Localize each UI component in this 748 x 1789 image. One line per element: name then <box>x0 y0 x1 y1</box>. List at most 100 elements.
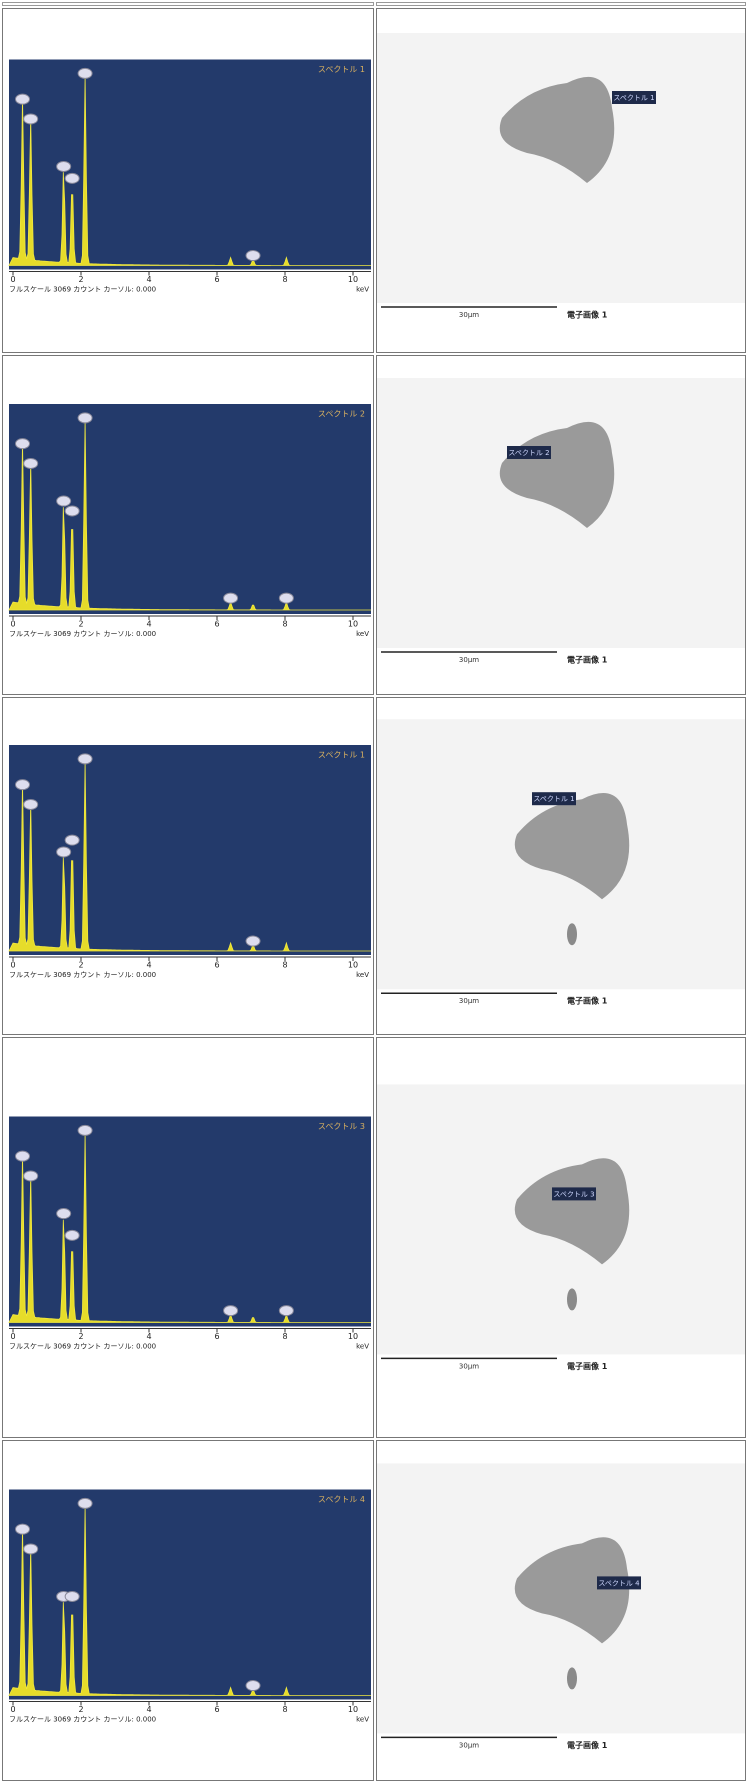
peak-marker <box>23 1543 39 1555</box>
axis-strip <box>9 1699 371 1728</box>
tick-label: 8 <box>282 1705 287 1714</box>
header-cell <box>376 2 746 6</box>
particle <box>514 1158 630 1265</box>
peak-marker <box>64 1229 80 1241</box>
result-row: スペクトル 1 0 2 4 6 8 10 フルスケール 3069 カウント カーソル: 0.0… <box>2 8 746 353</box>
peak-marker <box>77 412 93 424</box>
tick-label: 10 <box>348 620 358 629</box>
spectrum-marker <box>597 1576 641 1590</box>
axis-unit: keV <box>356 286 369 294</box>
particle <box>567 923 577 946</box>
axis-strip <box>9 955 371 983</box>
scale-label: 30μm <box>459 997 479 1005</box>
peak-marker <box>23 113 39 125</box>
peak-marker <box>15 93 31 105</box>
tick-label: 2 <box>78 1332 83 1341</box>
cell: スペクトル 1 0 2 4 6 8 10 フルスケール 3069 カウント カーソル: 0.0… <box>2 8 374 353</box>
peak-marker <box>278 1305 294 1317</box>
tick-label: 10 <box>348 961 358 970</box>
peak-marker <box>15 1523 31 1535</box>
peak-marker <box>15 779 31 791</box>
particle <box>514 1537 630 1644</box>
peak-marker <box>245 250 261 262</box>
spectrum-marker <box>507 446 551 459</box>
header-strip <box>2 2 746 6</box>
peak-marker <box>278 592 294 604</box>
result-row: スペクトル 4 0 2 4 6 8 10 フルスケール 3069 カウント カーソル: 0.0… <box>2 1440 746 1781</box>
spectrum-marker-label: スペクトル 3 <box>553 1190 594 1198</box>
spectrum-trace <box>8 1132 371 1323</box>
result-row: スペクトル 1 0 2 4 6 8 10 フルスケール 3069 カウント カーソル: 0.0… <box>2 697 746 1035</box>
spectrum-marker-label: スペクトル 1 <box>533 795 574 803</box>
axis-unit: keV <box>356 1343 369 1351</box>
cell: スペクトル 4 0 2 4 6 8 10 フルスケール 3069 カウント カーソル: 0.0… <box>2 1440 374 1781</box>
cell: スペクトル 1 0 2 4 6 8 10 フルスケール 3069 カウント カーソル: 0.0… <box>2 697 374 1035</box>
spectrum-title: スペクトル 3 <box>318 1122 365 1131</box>
image-caption: 電子画像 1 <box>567 655 608 665</box>
spectrum-footer: フルスケール 3069 カウント カーソル: 0.000 <box>9 630 156 638</box>
result-row: スペクトル 3 0 2 4 6 8 10 フルスケール 3069 カウント カーソル: 0.0… <box>2 1037 746 1438</box>
axis-strip <box>9 1326 371 1355</box>
axis-unit: keV <box>356 630 369 638</box>
peak-marker <box>77 1124 93 1136</box>
tick-label: 6 <box>214 961 219 970</box>
spectrum-marker-label: スペクトル 1 <box>613 94 654 102</box>
result-row: スペクトル 2 0 2 4 6 8 10 フルスケール 3069 カウント カーソル: 0.0… <box>2 355 746 695</box>
scale-label: 30μm <box>459 311 479 319</box>
electron-image: スペクトル 4 30μm 電子画像 1 <box>377 1463 745 1750</box>
tick-label: 0 <box>10 961 15 970</box>
spectrum: スペクトル 1 0 2 4 6 8 10 フルスケール 3069 カウント カーソル: 0.0… <box>8 59 371 298</box>
tick-label: 4 <box>146 620 151 629</box>
tick-label: 2 <box>78 961 83 970</box>
spectrum-title: スペクトル 2 <box>318 410 365 419</box>
tick-label: 4 <box>146 1705 151 1714</box>
peak-marker <box>23 457 39 469</box>
spectrum-footer: フルスケール 3069 カウント カーソル: 0.000 <box>9 286 156 294</box>
tick-label: 8 <box>282 961 287 970</box>
tick-label: 10 <box>348 1332 358 1341</box>
spectrum-trace <box>8 419 371 611</box>
scale-label: 30μm <box>459 656 479 664</box>
image-caption: 電子画像 1 <box>567 996 608 1006</box>
peak-marker <box>77 1497 93 1509</box>
electron-image: スペクトル 2 30μm 電子画像 1 <box>377 378 745 665</box>
cell: スペクトル 3 0 2 4 6 8 10 フルスケール 3069 カウント カーソル: 0.0… <box>2 1037 374 1438</box>
spectrum-plot <box>9 1116 371 1327</box>
spectrum-title: スペクトル 1 <box>318 751 365 760</box>
spectrum-marker-label: スペクトル 4 <box>598 1579 640 1587</box>
tick-label: 6 <box>214 1332 219 1341</box>
tick-label: 6 <box>214 275 219 284</box>
axis-unit: keV <box>356 971 369 979</box>
spectrum-marker-label: スペクトル 2 <box>508 449 549 457</box>
cell: スペクトル 2 0 2 4 6 8 10 フルスケール 3069 カウント カーソル: 0.0… <box>2 355 374 695</box>
tick-label: 6 <box>214 620 219 629</box>
tick-label: 2 <box>78 1705 83 1714</box>
scale-label: 30μm <box>459 1741 479 1749</box>
tick-label: 10 <box>348 1705 358 1714</box>
peak-marker <box>15 438 31 450</box>
spectrum-trace <box>8 75 371 266</box>
spectrum-footer: フルスケール 3069 カウント カーソル: 0.000 <box>9 1343 156 1351</box>
particle <box>499 76 615 183</box>
image-background <box>377 33 745 303</box>
spectrum: スペクトル 3 0 2 4 6 8 10 フルスケール 3069 カウント カーソル: 0.0… <box>8 1116 371 1355</box>
spectrum-marker <box>552 1187 596 1201</box>
peak-marker <box>56 846 72 858</box>
tick-label: 4 <box>146 275 151 284</box>
peak-marker <box>56 495 72 507</box>
peak-marker <box>56 1208 72 1220</box>
particle <box>567 1667 577 1690</box>
peak-marker <box>245 935 261 947</box>
image-caption: 電子画像 1 <box>567 310 608 320</box>
cell: スペクトル 1 30μm 電子画像 1 <box>376 8 746 353</box>
electron-image: スペクトル 3 30μm 電子画像 1 <box>377 1084 745 1371</box>
peak-marker <box>64 505 80 517</box>
spectrum: スペクトル 1 0 2 4 6 8 10 フルスケール 3069 カウント カーソル: 0.0… <box>8 745 371 983</box>
tick-label: 8 <box>282 620 287 629</box>
tick-label: 8 <box>282 1332 287 1341</box>
spectrum-trace <box>8 760 371 952</box>
particle <box>514 793 630 900</box>
